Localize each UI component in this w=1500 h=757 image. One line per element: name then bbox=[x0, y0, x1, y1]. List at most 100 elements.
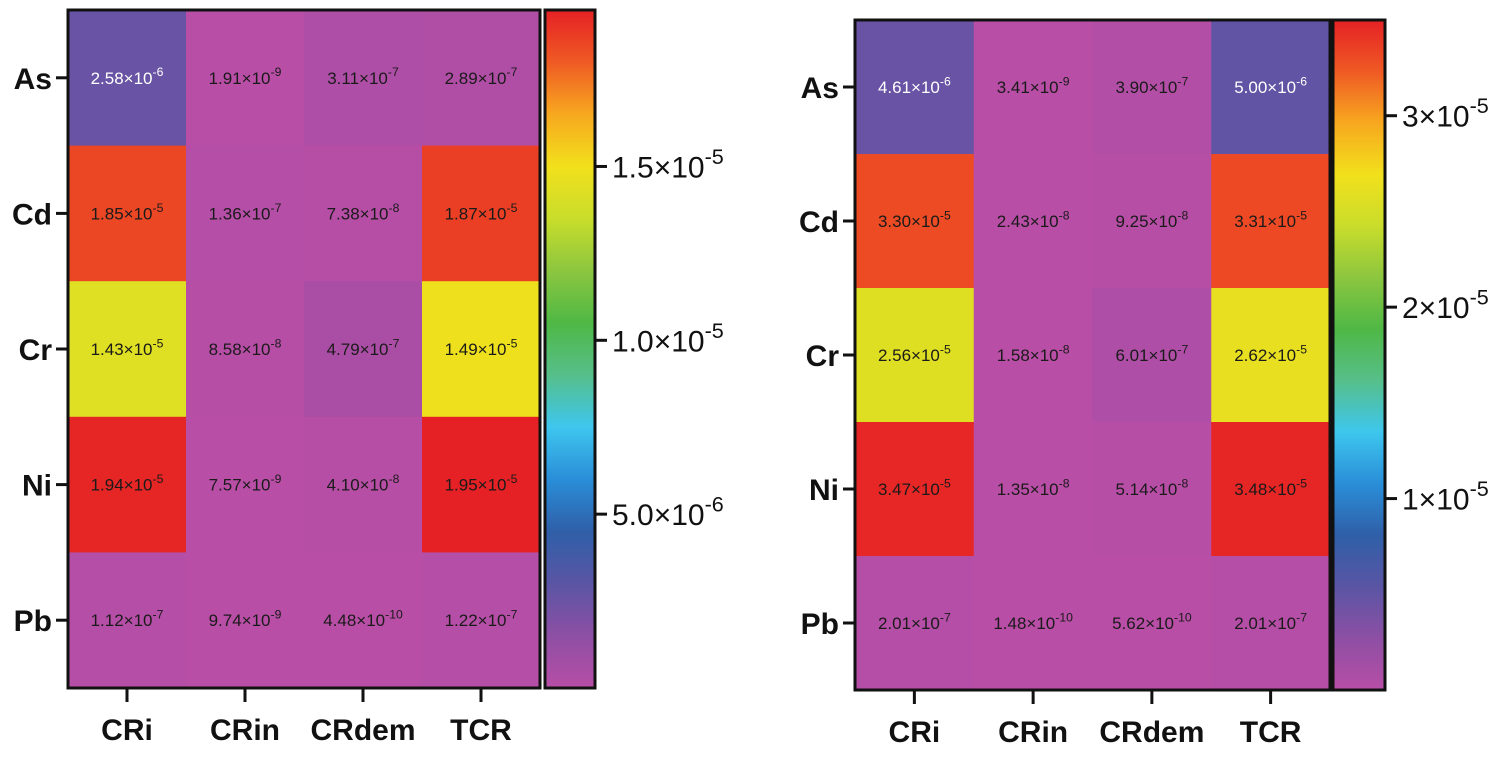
heatmap-cell bbox=[1092, 422, 1212, 557]
cell-value-label: 2.43×10-8 bbox=[997, 208, 1070, 231]
row-label: Pb bbox=[14, 605, 52, 638]
cell-value-label: 1.22×10-7 bbox=[445, 608, 518, 631]
heatmap-cell bbox=[1092, 556, 1212, 691]
column-label: TCR bbox=[1240, 716, 1302, 749]
colorbar-tick-label: 5.0×10-6 bbox=[612, 492, 724, 533]
heatmap-cell bbox=[855, 20, 975, 155]
cell-value-label: 1.91×10-9 bbox=[209, 65, 282, 88]
cell-value-label: 1.43×10-5 bbox=[91, 336, 164, 359]
cell-value-label: 6.01×10-7 bbox=[1115, 342, 1188, 365]
heatmap-cell bbox=[973, 422, 1094, 557]
heatmap-cell bbox=[304, 10, 423, 147]
heatmap-cell bbox=[855, 556, 975, 691]
cell-value-label: 1.48×10-10 bbox=[993, 610, 1073, 633]
heatmap-cell bbox=[973, 20, 1094, 155]
cell-value-label: 1.49×10-5 bbox=[445, 336, 518, 359]
heatmap-cell bbox=[68, 10, 187, 147]
column-label: CRin bbox=[998, 716, 1068, 749]
cell-value-label: 2.62×10-5 bbox=[1234, 342, 1307, 365]
heatmap-cell bbox=[186, 281, 305, 418]
colorbar-tick-label: 1.5×10-5 bbox=[612, 144, 724, 185]
heatmap-cell bbox=[1092, 288, 1212, 423]
cell-value-label: 4.79×10-7 bbox=[327, 336, 400, 359]
heatmap-cell bbox=[855, 422, 975, 557]
heatmap-cell bbox=[973, 556, 1094, 691]
heatmap-cell bbox=[304, 281, 423, 418]
colorbar bbox=[1331, 18, 1387, 692]
heatmap-cell bbox=[1211, 154, 1331, 289]
column-label: CRi bbox=[889, 716, 941, 749]
heatmap-cell bbox=[1211, 422, 1331, 557]
colorbar bbox=[543, 8, 597, 690]
column-label: CRi bbox=[101, 714, 153, 747]
heatmap-cell bbox=[186, 10, 305, 147]
heatmap-cell bbox=[422, 416, 541, 553]
cell-value-label: 9.74×10-9 bbox=[209, 608, 282, 631]
cell-value-label: 4.61×10-6 bbox=[878, 74, 951, 97]
cell-value-label: 3.31×10-5 bbox=[1234, 208, 1307, 231]
heatmap-cell bbox=[68, 281, 187, 418]
cell-value-label: 1.94×10-5 bbox=[91, 472, 164, 495]
heatmap-panel-2: 4.61×10-6 3.41×10-9 3.90×10-7 5.00×10-6 3.30… bbox=[799, 18, 1489, 749]
cell-value-label: 7.38×10-8 bbox=[327, 201, 400, 224]
heatmap-cell bbox=[186, 145, 305, 282]
colorbar-tick-label: 2×10-5 bbox=[1402, 285, 1489, 326]
cell-value-label: 5.00×10-6 bbox=[1234, 74, 1307, 97]
cell-value-label: 1.35×10-8 bbox=[997, 476, 1070, 499]
cell-value-label: 3.90×10-7 bbox=[1115, 74, 1188, 97]
heatmap-cell bbox=[1092, 154, 1212, 289]
cell-value-label: 3.30×10-5 bbox=[878, 208, 951, 231]
heatmap-cell bbox=[422, 10, 541, 147]
row-label: Cd bbox=[12, 198, 52, 231]
cell-value-label: 2.01×10-7 bbox=[878, 610, 951, 633]
heatmap-cell bbox=[1092, 20, 1212, 155]
heatmap-cell bbox=[1211, 288, 1331, 423]
cell-value-label: 1.85×10-5 bbox=[91, 201, 164, 224]
cell-value-label: 1.12×10-7 bbox=[91, 608, 164, 631]
column-label: CRin bbox=[210, 714, 280, 747]
cell-value-label: 9.25×10-8 bbox=[1115, 208, 1188, 231]
cell-value-label: 1.58×10-8 bbox=[997, 342, 1070, 365]
cell-value-label: 3.11×10-7 bbox=[327, 65, 399, 88]
heatmap-cell bbox=[68, 145, 187, 282]
cell-value-label: 1.36×10-7 bbox=[209, 201, 282, 224]
cell-value-label: 2.58×10-6 bbox=[91, 65, 164, 88]
row-label: As bbox=[801, 72, 839, 105]
colorbar-tick-label: 1.0×10-5 bbox=[612, 318, 724, 359]
cell-value-label: 1.95×10-5 bbox=[445, 472, 518, 495]
row-label: Cr bbox=[19, 334, 53, 367]
column-label: CRdem bbox=[310, 714, 415, 747]
heatmap-cell bbox=[186, 416, 305, 553]
cell-value-label: 3.41×10-9 bbox=[997, 74, 1070, 97]
row-label: Cd bbox=[799, 206, 839, 239]
heatmap-cell bbox=[68, 416, 187, 553]
cell-value-label: 8.58×10-8 bbox=[209, 336, 282, 359]
cell-value-label: 2.01×10-7 bbox=[1234, 610, 1307, 633]
row-label: Ni bbox=[22, 470, 52, 503]
heatmap-cell bbox=[304, 145, 423, 282]
row-label: Cr bbox=[806, 340, 840, 373]
cell-value-label: 5.14×10-8 bbox=[1115, 476, 1188, 499]
heatmap-panel-1: 2.58×10-6 1.91×10-9 3.11×10-7 2.89×10-7 1.85… bbox=[12, 8, 724, 747]
cell-value-label: 7.57×10-9 bbox=[209, 472, 282, 495]
row-label: Pb bbox=[801, 608, 839, 641]
heatmap-cell bbox=[68, 552, 187, 689]
heatmap-cell bbox=[186, 552, 305, 689]
colorbar-tick-label: 1×10-5 bbox=[1402, 476, 1489, 516]
heatmap-cell bbox=[1211, 20, 1331, 155]
row-label: Ni bbox=[809, 474, 839, 507]
colorbar-tick-label: 3×10-5 bbox=[1402, 93, 1489, 134]
cell-value-label: 5.62×10-10 bbox=[1112, 610, 1192, 633]
heatmap-cell bbox=[855, 288, 975, 423]
heatmap-cell bbox=[422, 281, 541, 418]
heatmap-cell bbox=[855, 154, 975, 289]
column-label: CRdem bbox=[1099, 716, 1204, 749]
heatmap-cell bbox=[422, 145, 541, 282]
cell-value-label: 3.48×10-5 bbox=[1234, 476, 1307, 499]
heatmap-cell bbox=[973, 288, 1094, 423]
heatmap-cell bbox=[304, 416, 423, 553]
cell-value-label: 2.56×10-5 bbox=[878, 342, 951, 365]
row-label: As bbox=[14, 63, 52, 96]
heatmap-cell bbox=[422, 552, 541, 689]
